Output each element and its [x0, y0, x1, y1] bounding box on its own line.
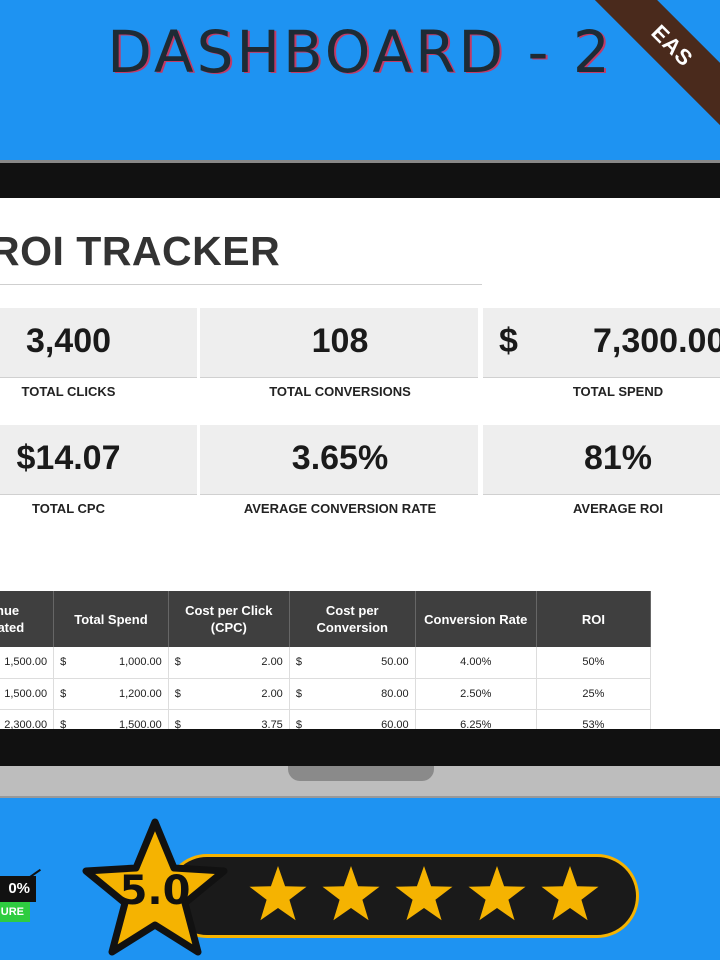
currency-symbol: $: [60, 656, 67, 669]
currency-symbol: $: [60, 718, 67, 730]
kpi-total-clicks: 3,400 TOTAL CLICKS: [0, 308, 200, 408]
kpi-total-spend: $ 7,300.00 TOTAL SPEND: [483, 308, 720, 408]
cell-cost-per-conversion: $50.00: [289, 647, 416, 679]
cell-value: 60.00: [381, 718, 409, 730]
promo-badge: 0% URE: [0, 868, 46, 928]
kpi-label: AVERAGE ROI: [572, 501, 664, 516]
badge-label: URE: [0, 902, 30, 922]
currency-symbol: $: [295, 656, 302, 669]
cell-conversion-rate: 6.25%: [415, 709, 537, 729]
cell-value: 2.00: [261, 656, 283, 669]
cell-value: 3.75: [261, 718, 283, 730]
star-icon: [395, 866, 453, 921]
star-icon: [541, 866, 599, 921]
roi-table: Revenue Generated Total Spend Cost per C…: [0, 591, 652, 730]
kpi-box: [0, 425, 197, 495]
cell-roi: 50%: [536, 647, 652, 679]
cell-revenue: $1,500.00: [0, 678, 55, 710]
kpi-label: TOTAL CPC: [32, 501, 105, 516]
badge-percent: 0%: [0, 876, 36, 902]
kpi-box: [200, 425, 478, 495]
currency-symbol: $: [295, 718, 302, 730]
currency-symbol: $: [174, 687, 181, 700]
cell-cpc: $2.00: [168, 678, 290, 710]
header-roi[interactable]: ROI: [536, 591, 652, 647]
kpi-label: TOTAL SPEND: [572, 384, 664, 399]
cell-revenue: $2,300.00: [0, 709, 55, 730]
kpi-value: 108: [311, 322, 369, 360]
kpi-box: [483, 425, 720, 495]
cell-value: 80.00: [381, 687, 409, 700]
cell-spend: $1,200.00: [53, 678, 169, 710]
kpi-value: 3.65%: [291, 439, 389, 477]
kpi-total-conversions: 108 TOTAL CONVERSIONS: [200, 308, 480, 408]
currency-symbol: $: [174, 656, 181, 669]
kpi-label: TOTAL CLICKS: [21, 384, 116, 399]
cell-revenue: $1,500.00: [0, 647, 55, 679]
kpi-total-cpc: $14.07 TOTAL CPC: [0, 425, 200, 525]
cell-value: 1,200.00: [118, 687, 162, 700]
page-title: DASHBOARD - 2: [107, 18, 613, 86]
cell-value: 1,500.00: [4, 656, 48, 669]
laptop-notch: [288, 766, 434, 781]
kpi-average-conversion-rate: 3.65% AVERAGE CONVERSION RATE: [200, 425, 480, 525]
header-cpc[interactable]: Cost per Click (CPC): [168, 591, 290, 647]
title-divider: [0, 284, 482, 285]
cell-value: 2.00: [261, 687, 283, 700]
cell-spend: $1,500.00: [53, 709, 169, 730]
kpi-box: [483, 308, 720, 378]
currency-symbol: $: [499, 322, 518, 360]
cell-value: 1,500.00: [118, 718, 162, 730]
kpi-label: TOTAL CONVERSIONS: [269, 384, 411, 399]
cell-value: 50.00: [381, 656, 409, 669]
big-star-icon: [82, 818, 228, 956]
kpi-value: 81%: [583, 439, 653, 477]
kpi-box: [0, 308, 197, 378]
header-conversion-rate[interactable]: Conversion Rate: [415, 591, 537, 647]
rating-value: 5.0: [119, 868, 191, 914]
cell-cost-per-conversion: $60.00: [289, 709, 416, 730]
cell-spend: $1,000.00: [53, 647, 169, 679]
cell-cpc: $2.00: [168, 647, 290, 679]
laptop-screen: ROI TRACKER 3,400 TOTAL CLICKS 108 TOTAL…: [0, 198, 720, 729]
header-cost-per-conversion[interactable]: Cost per Conversion: [289, 591, 416, 647]
cell-value: 1,500.00: [4, 687, 48, 700]
cell-value: 2,300.00: [4, 718, 48, 730]
star-icon: [249, 866, 307, 921]
cell-roi: 25%: [536, 678, 652, 710]
cell-cpc: $3.75: [168, 709, 290, 730]
cell-value: 1,000.00: [118, 656, 162, 669]
cell-conversion-rate: 2.50%: [415, 678, 537, 710]
header-revenue-generated[interactable]: Revenue Generated: [0, 591, 55, 647]
cell-conversion-rate: 4.00%: [415, 647, 537, 679]
kpi-average-roi: 81% AVERAGE ROI: [483, 425, 720, 525]
cell-cost-per-conversion: $80.00: [289, 678, 416, 710]
kpi-value: 3,400: [25, 322, 112, 360]
table-header-row: Revenue Generated Total Spend Cost per C…: [0, 591, 652, 647]
currency-symbol: $: [295, 687, 302, 700]
rating-stars: [249, 866, 599, 921]
star-icon: [322, 866, 380, 921]
currency-symbol: $: [60, 687, 67, 700]
kpi-value: 7,300.00: [593, 322, 720, 360]
table-row: $1,500.00 $1,200.00 $2.00 $80.00 2.50% 2…: [0, 678, 652, 710]
kpi-label: AVERAGE CONVERSION RATE: [243, 501, 437, 516]
star-icon: [468, 866, 526, 921]
kpi-value: $14.07: [16, 439, 121, 477]
header-total-spend[interactable]: Total Spend: [53, 591, 169, 647]
tracker-title: ROI TRACKER: [0, 228, 281, 274]
table-row: $2,300.00 $1,500.00 $3.75 $60.00 6.25% 5…: [0, 709, 652, 730]
rating-bar: [165, 854, 639, 938]
kpi-box: [200, 308, 478, 378]
currency-symbol: $: [174, 718, 181, 730]
cell-roi: 53%: [536, 709, 652, 729]
table-row: $1,500.00 $1,000.00 $2.00 $50.00 4.00% 5…: [0, 647, 652, 679]
